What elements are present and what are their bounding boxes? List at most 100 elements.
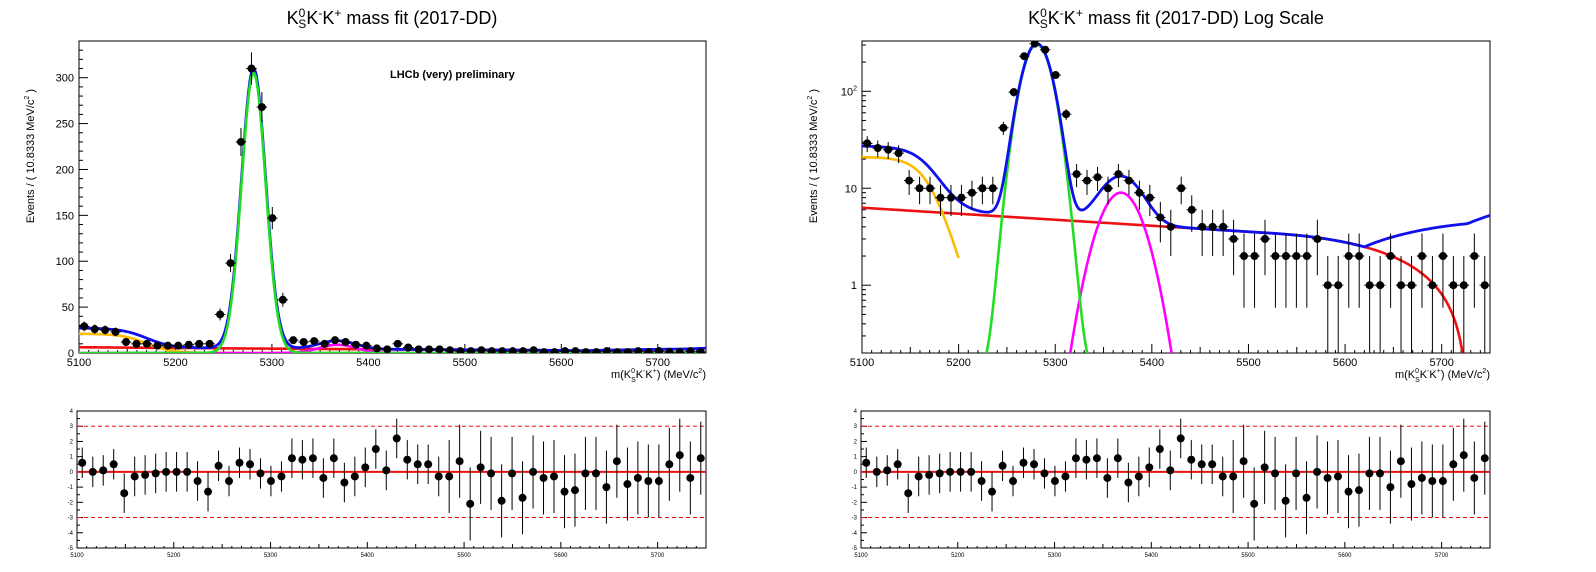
log-data-point <box>915 184 924 193</box>
right-pull-point <box>1050 477 1059 486</box>
left-pull-point <box>529 467 538 476</box>
left-pull-point <box>350 472 359 481</box>
right-pull-x-axis: 5100 5200 5300 5400 5500 5600 5700 <box>854 542 1491 559</box>
left-pull-point <box>612 457 621 466</box>
log-x-tick-label: 5300 <box>1043 357 1067 369</box>
left-pull-points <box>78 418 705 541</box>
linear-y-tick-label: 50 <box>62 302 74 314</box>
right-pull-y-tick-label: 2 <box>854 439 858 445</box>
log-y-tick-label: 10 <box>845 183 857 195</box>
linear-data-point <box>132 339 141 348</box>
right-pull-point <box>1438 477 1447 486</box>
right-pull-point <box>1428 477 1437 486</box>
log-data-point <box>1438 252 1447 261</box>
right-pull-point <box>946 467 955 476</box>
linear-data-point <box>299 337 308 346</box>
log-data-point <box>1407 281 1416 290</box>
right-pull-x-tick-label: 5500 <box>1241 553 1255 559</box>
log-y-axis: 1 10 102 <box>841 44 871 354</box>
log-data-point <box>1072 170 1081 179</box>
linear-y-tick-label: 0 <box>68 348 74 360</box>
left-pull-point <box>204 487 213 496</box>
left-pull-y-tick-label: -3 <box>68 516 74 522</box>
left-pull-point <box>487 469 496 478</box>
left-pull-point <box>675 451 684 460</box>
right-pull-point <box>1030 460 1039 469</box>
right-pull-x-tick-label: 5700 <box>1435 553 1449 559</box>
left-pull-point <box>151 469 160 478</box>
linear-data-point <box>310 337 319 346</box>
left-pull-point <box>120 489 129 498</box>
log-x-tick-label: 5400 <box>1140 357 1164 369</box>
log-data-point <box>967 188 976 197</box>
right-pull-point <box>1250 499 1259 508</box>
log-data-point <box>1156 213 1165 222</box>
left-pull-x-axis: 5100 5200 5300 5400 5500 5600 5700 <box>70 542 707 559</box>
left-pull-point <box>319 473 328 482</box>
left-pull-point <box>686 473 695 482</box>
right-pull-point <box>1155 445 1164 454</box>
log-y-label: Events / ( 10.8333 MeV/c2 ) <box>807 89 820 223</box>
log-data-point <box>1344 252 1353 261</box>
linear-x-tick-label: 5100 <box>67 357 91 369</box>
left-pull-point <box>287 454 296 463</box>
log-data-point <box>978 184 987 193</box>
linear-y-tick-label: 250 <box>56 119 74 131</box>
linear-data-point <box>351 340 360 349</box>
log-data-point <box>1313 234 1322 243</box>
log-data-point <box>1051 71 1060 80</box>
left-pull-y-tick-label: -5 <box>68 546 74 552</box>
right-pull-point <box>1071 454 1080 463</box>
left-pull-point <box>497 496 506 505</box>
linear-data-point <box>101 326 110 335</box>
right-pull-point <box>1166 466 1175 475</box>
linear-data-point <box>205 339 214 348</box>
right-pull-point <box>1019 458 1028 467</box>
right-pull-x-tick-label: 5600 <box>1338 553 1352 559</box>
linear-data-point <box>80 322 89 331</box>
left-pull-point <box>602 483 611 492</box>
linear-y-tick-label: 100 <box>56 256 74 268</box>
right-pull-point <box>956 467 965 476</box>
linear-data-point <box>456 347 465 353</box>
left-pull-point <box>130 472 139 481</box>
right-pull-point <box>988 487 997 496</box>
left-pull-point <box>392 434 401 443</box>
left-pull-point <box>214 461 223 470</box>
linear-x-tick-label: 5600 <box>549 357 573 369</box>
linear-y-tick-label: 150 <box>56 210 74 222</box>
linear-data-point <box>571 347 580 353</box>
right-pull-point <box>1092 454 1101 463</box>
right-pull-point <box>1040 469 1049 478</box>
linear-data-point <box>655 347 664 353</box>
log-data-point <box>873 144 882 153</box>
left-pull-point <box>665 460 674 469</box>
left-pull-point <box>193 477 202 486</box>
right-pull-point <box>1333 472 1342 481</box>
linear-data-point <box>289 336 298 345</box>
right-pull-point <box>1208 460 1217 469</box>
linear-data-point <box>498 347 507 353</box>
left-pull-x-tick-label: 5300 <box>264 553 278 559</box>
log-data-point <box>1198 222 1207 231</box>
left-pull-point <box>654 477 663 486</box>
log-data-point <box>1219 222 1228 231</box>
left-pull-point <box>570 486 579 495</box>
log-x-tick-label: 5200 <box>946 357 970 369</box>
right-pull-point <box>1470 473 1479 482</box>
linear-data-point <box>529 346 538 353</box>
right-pull-point <box>1407 480 1416 489</box>
linear-data-point <box>393 339 402 348</box>
linear-data-point <box>278 295 287 304</box>
log-data-point <box>1103 184 1112 193</box>
log-data-point <box>1470 252 1479 261</box>
left-pull-point <box>172 467 181 476</box>
left-pull-x-tick-label: 5100 <box>70 553 84 559</box>
left-pull-point <box>256 469 265 478</box>
linear-data-point <box>257 103 266 112</box>
left-pull-point <box>88 467 97 476</box>
linear-data-point <box>425 345 434 353</box>
left-pull-point <box>424 460 433 469</box>
right-pull-point <box>1344 487 1353 496</box>
log-data-point <box>1240 252 1249 261</box>
